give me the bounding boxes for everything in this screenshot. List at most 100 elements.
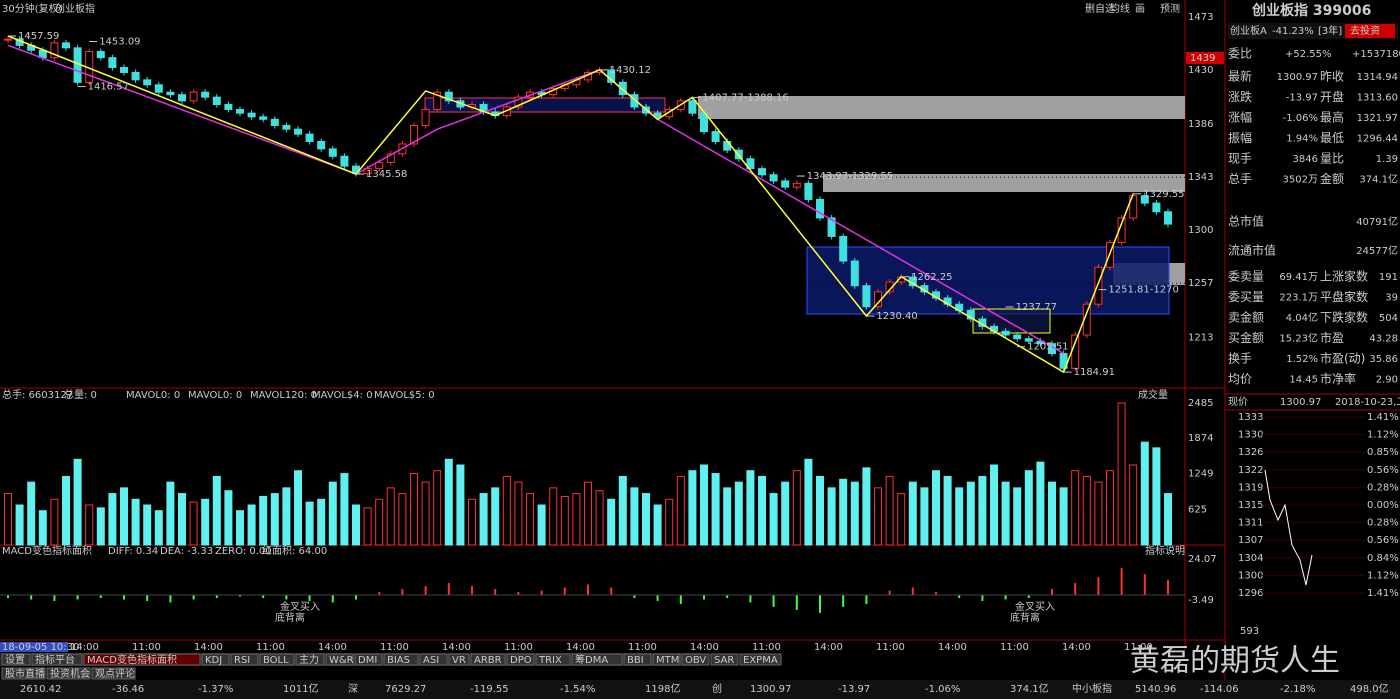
tab[interactable] bbox=[1, 667, 46, 680]
candle bbox=[1013, 334, 1022, 340]
tab[interactable] bbox=[681, 653, 710, 666]
cap-value: 24577亿 bbox=[1356, 244, 1398, 257]
tab[interactable] bbox=[535, 653, 571, 666]
volume-bar bbox=[375, 498, 384, 546]
volume-bar bbox=[642, 493, 650, 546]
macd-legend: DIFF: 0.34 bbox=[108, 546, 158, 557]
invest-button-bg[interactable] bbox=[1345, 24, 1395, 38]
volume-bar bbox=[1036, 461, 1045, 546]
volume-bar bbox=[73, 458, 82, 546]
tab[interactable] bbox=[201, 653, 230, 666]
tab[interactable] bbox=[506, 653, 535, 666]
candle bbox=[386, 153, 395, 163]
candle bbox=[723, 140, 732, 151]
volume-bar bbox=[166, 481, 175, 546]
tab-label: VR bbox=[452, 655, 466, 666]
tab[interactable] bbox=[91, 667, 136, 680]
volume-bar bbox=[758, 475, 766, 546]
tab-label: BOLL bbox=[263, 655, 289, 666]
volume-tick-label: 1249 bbox=[1188, 469, 1213, 480]
volume-legend: MAVOL0: 0 bbox=[188, 390, 242, 401]
tab[interactable] bbox=[295, 653, 325, 666]
volume-bar bbox=[769, 493, 778, 546]
range-box bbox=[806, 246, 1170, 315]
tab-label: 股市直播 bbox=[5, 667, 45, 680]
mini-price bbox=[1264, 469, 1313, 586]
tab[interactable] bbox=[571, 653, 623, 666]
tab-label: ASI bbox=[423, 655, 439, 666]
price-tick-label: 1343 bbox=[1188, 172, 1213, 183]
status-item: 374.1亿 bbox=[1010, 682, 1049, 695]
volume-bar bbox=[816, 475, 824, 546]
tab[interactable] bbox=[354, 653, 383, 666]
pivot-label: 1251.81-1270 bbox=[1108, 285, 1178, 296]
quote-label: 市盈 bbox=[1320, 330, 1344, 345]
candle bbox=[4, 38, 12, 41]
candle bbox=[688, 100, 697, 114]
volume-bar bbox=[1071, 470, 1080, 546]
tab[interactable] bbox=[710, 653, 739, 666]
candle bbox=[363, 168, 372, 175]
candle bbox=[966, 309, 975, 320]
candle bbox=[317, 140, 326, 150]
status-item: 1011亿 bbox=[283, 682, 318, 695]
mode: 30分钟(复权) bbox=[2, 2, 63, 15]
volume-legend: MAVOL0: 0 bbox=[126, 390, 180, 401]
candle bbox=[375, 161, 384, 170]
volume-bar bbox=[1024, 470, 1033, 546]
tab[interactable] bbox=[419, 653, 448, 666]
mini-left: 1326 bbox=[1238, 447, 1263, 458]
volume-bar bbox=[630, 487, 639, 546]
gap-box bbox=[823, 174, 1185, 192]
tab[interactable] bbox=[623, 653, 652, 666]
volume-bar bbox=[154, 510, 163, 546]
pink-line bbox=[7, 44, 1064, 355]
quote-value: 39 bbox=[1385, 293, 1398, 304]
tab[interactable] bbox=[46, 667, 91, 680]
tab[interactable] bbox=[1, 653, 31, 666]
candle bbox=[236, 108, 244, 114]
mini-left: 1319 bbox=[1238, 482, 1263, 493]
candle bbox=[769, 174, 778, 182]
tab[interactable] bbox=[83, 653, 201, 666]
macd-legend: DEA: -3.33 bbox=[160, 546, 213, 557]
time-label: 14:00 bbox=[814, 642, 843, 653]
tab-label: SAR bbox=[714, 655, 734, 666]
volume-bar bbox=[990, 464, 998, 546]
quote-value: 223.1万 bbox=[1279, 293, 1318, 304]
volume-bar bbox=[444, 458, 453, 546]
quote-value: 15.23亿 bbox=[1279, 332, 1318, 345]
candle bbox=[816, 198, 824, 219]
mini-right: 0.56% bbox=[1367, 535, 1399, 546]
tab-label: OBV bbox=[685, 655, 706, 666]
mini-left: 1330 bbox=[1238, 430, 1263, 441]
tab[interactable] bbox=[325, 653, 354, 666]
tab-label: 观点评论 bbox=[95, 667, 135, 680]
tab[interactable] bbox=[259, 653, 295, 666]
time-label: 11:00 bbox=[504, 642, 533, 653]
volume-bar bbox=[653, 504, 662, 546]
volume-bar bbox=[456, 464, 465, 546]
tab[interactable] bbox=[31, 653, 83, 666]
tab[interactable] bbox=[739, 653, 782, 666]
time-label: 11:00 bbox=[752, 642, 781, 653]
volume-bar bbox=[259, 495, 268, 546]
tab[interactable] bbox=[652, 653, 681, 666]
mini-head: 现价 bbox=[1228, 396, 1248, 408]
volume-bar bbox=[874, 487, 882, 546]
volume-bar bbox=[839, 478, 848, 546]
tab[interactable] bbox=[448, 653, 470, 666]
volume-bar bbox=[178, 493, 186, 546]
tab-label: 指标平台 bbox=[35, 653, 75, 666]
candle bbox=[665, 108, 674, 118]
status-item: 中小板指 bbox=[1072, 682, 1112, 695]
tab[interactable] bbox=[470, 653, 506, 666]
tab[interactable] bbox=[383, 653, 419, 666]
volume-bar bbox=[143, 504, 152, 546]
candle bbox=[827, 217, 836, 237]
quote-value: 1313.60 bbox=[1357, 93, 1398, 104]
tab[interactable] bbox=[230, 653, 259, 666]
quote-label: 委买量 bbox=[1228, 290, 1264, 304]
volume-bar bbox=[236, 510, 244, 546]
volume-bar bbox=[305, 501, 314, 546]
